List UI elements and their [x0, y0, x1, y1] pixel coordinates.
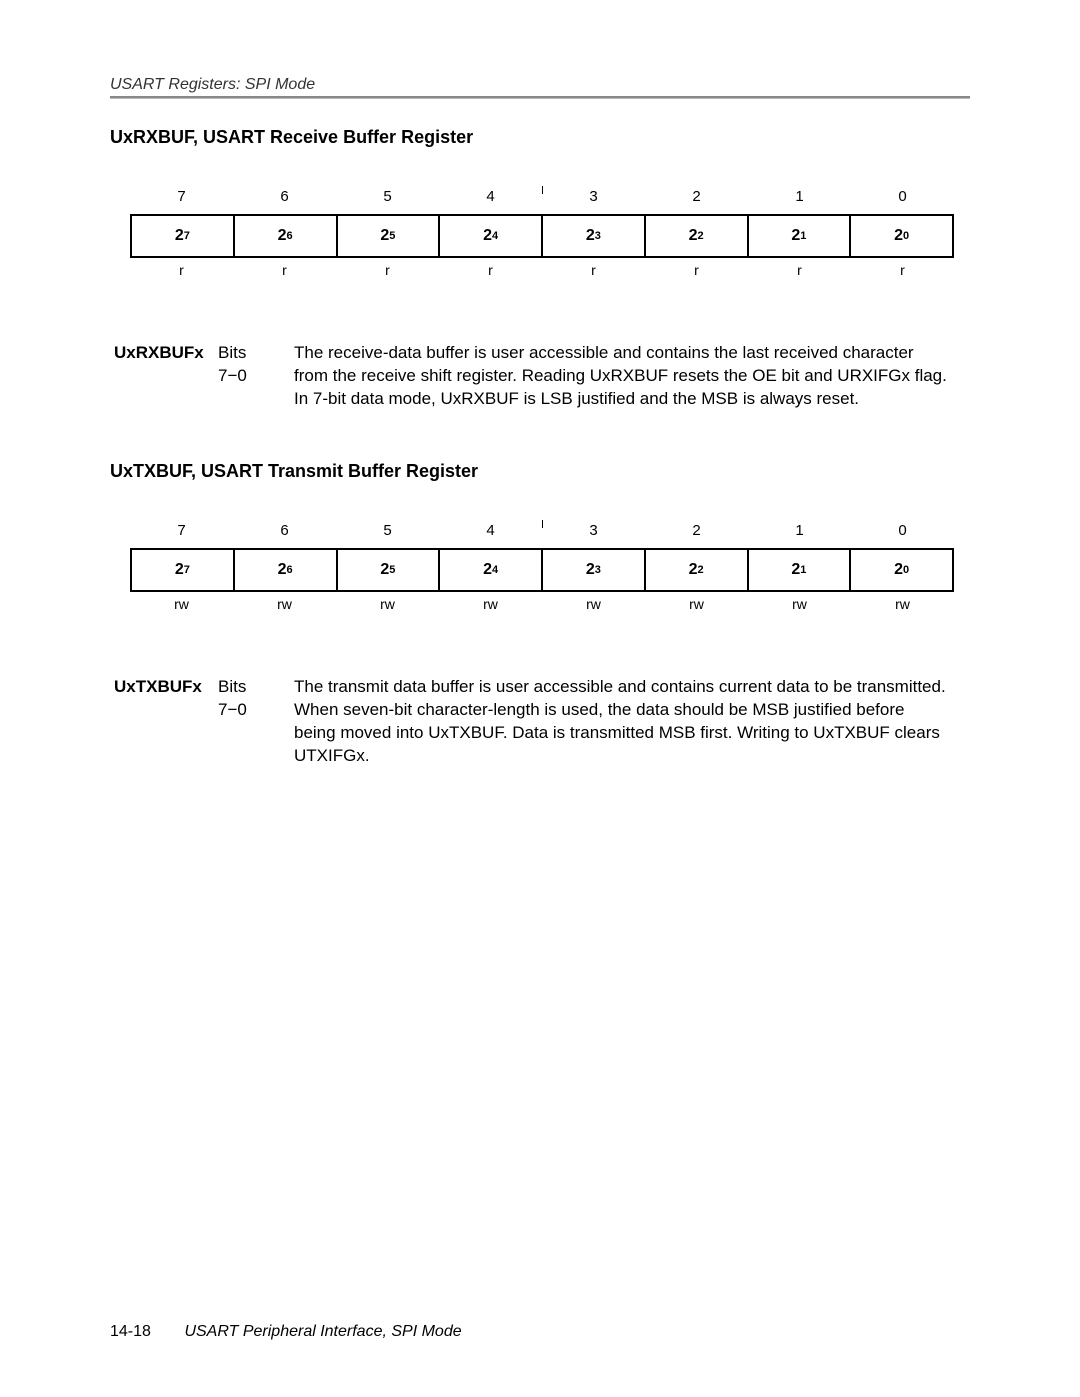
bit-power: 20 [851, 216, 952, 256]
bit-number: 5 [336, 520, 439, 548]
bit-attr-row: r r r r r r r r [130, 258, 954, 286]
bit-number: 1 [748, 186, 851, 214]
register2-title: UxTXBUF, USART Transmit Buffer Register [110, 461, 970, 482]
bit-attr: r [439, 258, 542, 286]
bit-number: 2 [645, 520, 748, 548]
bit-attr: rw [130, 592, 233, 620]
bit-power-row: 27 26 25 24 23 22 21 20 [130, 548, 954, 592]
bit-attr: rw [645, 592, 748, 620]
desc-field-name: UxTXBUFx [114, 676, 218, 768]
bit-power: 21 [749, 550, 852, 590]
desc-bits-line1: Bits [218, 676, 294, 699]
bit-attr-row: rw rw rw rw rw rw rw rw [130, 592, 954, 620]
bit-power: 25 [338, 550, 441, 590]
desc-bits: Bits 7−0 [218, 676, 294, 768]
bit-power: 24 [440, 550, 543, 590]
bit-attr: rw [439, 592, 542, 620]
bit-number: 0 [851, 186, 954, 214]
bit-attr: rw [233, 592, 336, 620]
bit-power: 23 [543, 216, 646, 256]
page-header: USART Registers: SPI Mode [110, 76, 970, 94]
bit-power: 22 [646, 216, 749, 256]
bit-number-row: 7 6 5 4 3 2 1 0 [130, 186, 954, 214]
bit-power: 23 [543, 550, 646, 590]
bit-power: 26 [235, 216, 338, 256]
bit-number: 7 [130, 520, 233, 548]
bit-number: 4 [439, 186, 542, 214]
bit-attr: r [851, 258, 954, 286]
desc-bits-line2: 7−0 [218, 699, 294, 722]
bit-attr: rw [336, 592, 439, 620]
bit-power: 22 [646, 550, 749, 590]
bit-number: 4 [439, 520, 542, 548]
bit-power: 27 [132, 216, 235, 256]
bit-power: 21 [749, 216, 852, 256]
register1-title: UxRXBUF, USART Receive Buffer Register [110, 127, 970, 148]
bit-number: 6 [233, 186, 336, 214]
bit-attr: r [542, 258, 645, 286]
bit-number: 3 [542, 186, 645, 214]
center-tick [542, 186, 543, 194]
footer-page-number: 14-18 [110, 1323, 180, 1341]
bit-number: 2 [645, 186, 748, 214]
bit-attr: rw [542, 592, 645, 620]
bit-number: 0 [851, 520, 954, 548]
desc-text: The receive-data buffer is user accessib… [294, 342, 970, 411]
bit-attr: r [233, 258, 336, 286]
bit-attr: rw [748, 592, 851, 620]
bit-number: 3 [542, 520, 645, 548]
bit-attr: r [748, 258, 851, 286]
desc-bits: Bits 7−0 [218, 342, 294, 411]
bit-power: 25 [338, 216, 441, 256]
page-footer: 14-18 USART Peripheral Interface, SPI Mo… [110, 1323, 462, 1341]
bit-number: 1 [748, 520, 851, 548]
header-rule [110, 96, 970, 99]
bit-power-row: 27 26 25 24 23 22 21 20 [130, 214, 954, 258]
bit-attr: r [130, 258, 233, 286]
header-left: USART Registers: SPI Mode [110, 76, 315, 94]
bit-number-row: 7 6 5 4 3 2 1 0 [130, 520, 954, 548]
bit-power: 26 [235, 550, 338, 590]
center-tick [542, 520, 543, 528]
bit-power: 20 [851, 550, 952, 590]
bit-power: 24 [440, 216, 543, 256]
desc-text: The transmit data buffer is user accessi… [294, 676, 970, 768]
desc-bits-line2: 7−0 [218, 365, 294, 388]
register1-table: 7 6 5 4 3 2 1 0 27 26 25 24 23 22 21 20 … [130, 186, 970, 286]
bit-number: 5 [336, 186, 439, 214]
bit-attr: r [336, 258, 439, 286]
desc-bits-line1: Bits [218, 342, 294, 365]
bit-number: 6 [233, 520, 336, 548]
register1-desc: UxRXBUFx Bits 7−0 The receive-data buffe… [114, 342, 970, 411]
bit-number: 7 [130, 186, 233, 214]
footer-title: USART Peripheral Interface, SPI Mode [184, 1323, 461, 1340]
register2-table: 7 6 5 4 3 2 1 0 27 26 25 24 23 22 21 20 … [130, 520, 970, 620]
desc-field-name: UxRXBUFx [114, 342, 218, 411]
bit-attr: r [645, 258, 748, 286]
bit-attr: rw [851, 592, 954, 620]
bit-power: 27 [132, 550, 235, 590]
register2-desc: UxTXBUFx Bits 7−0 The transmit data buff… [114, 676, 970, 768]
